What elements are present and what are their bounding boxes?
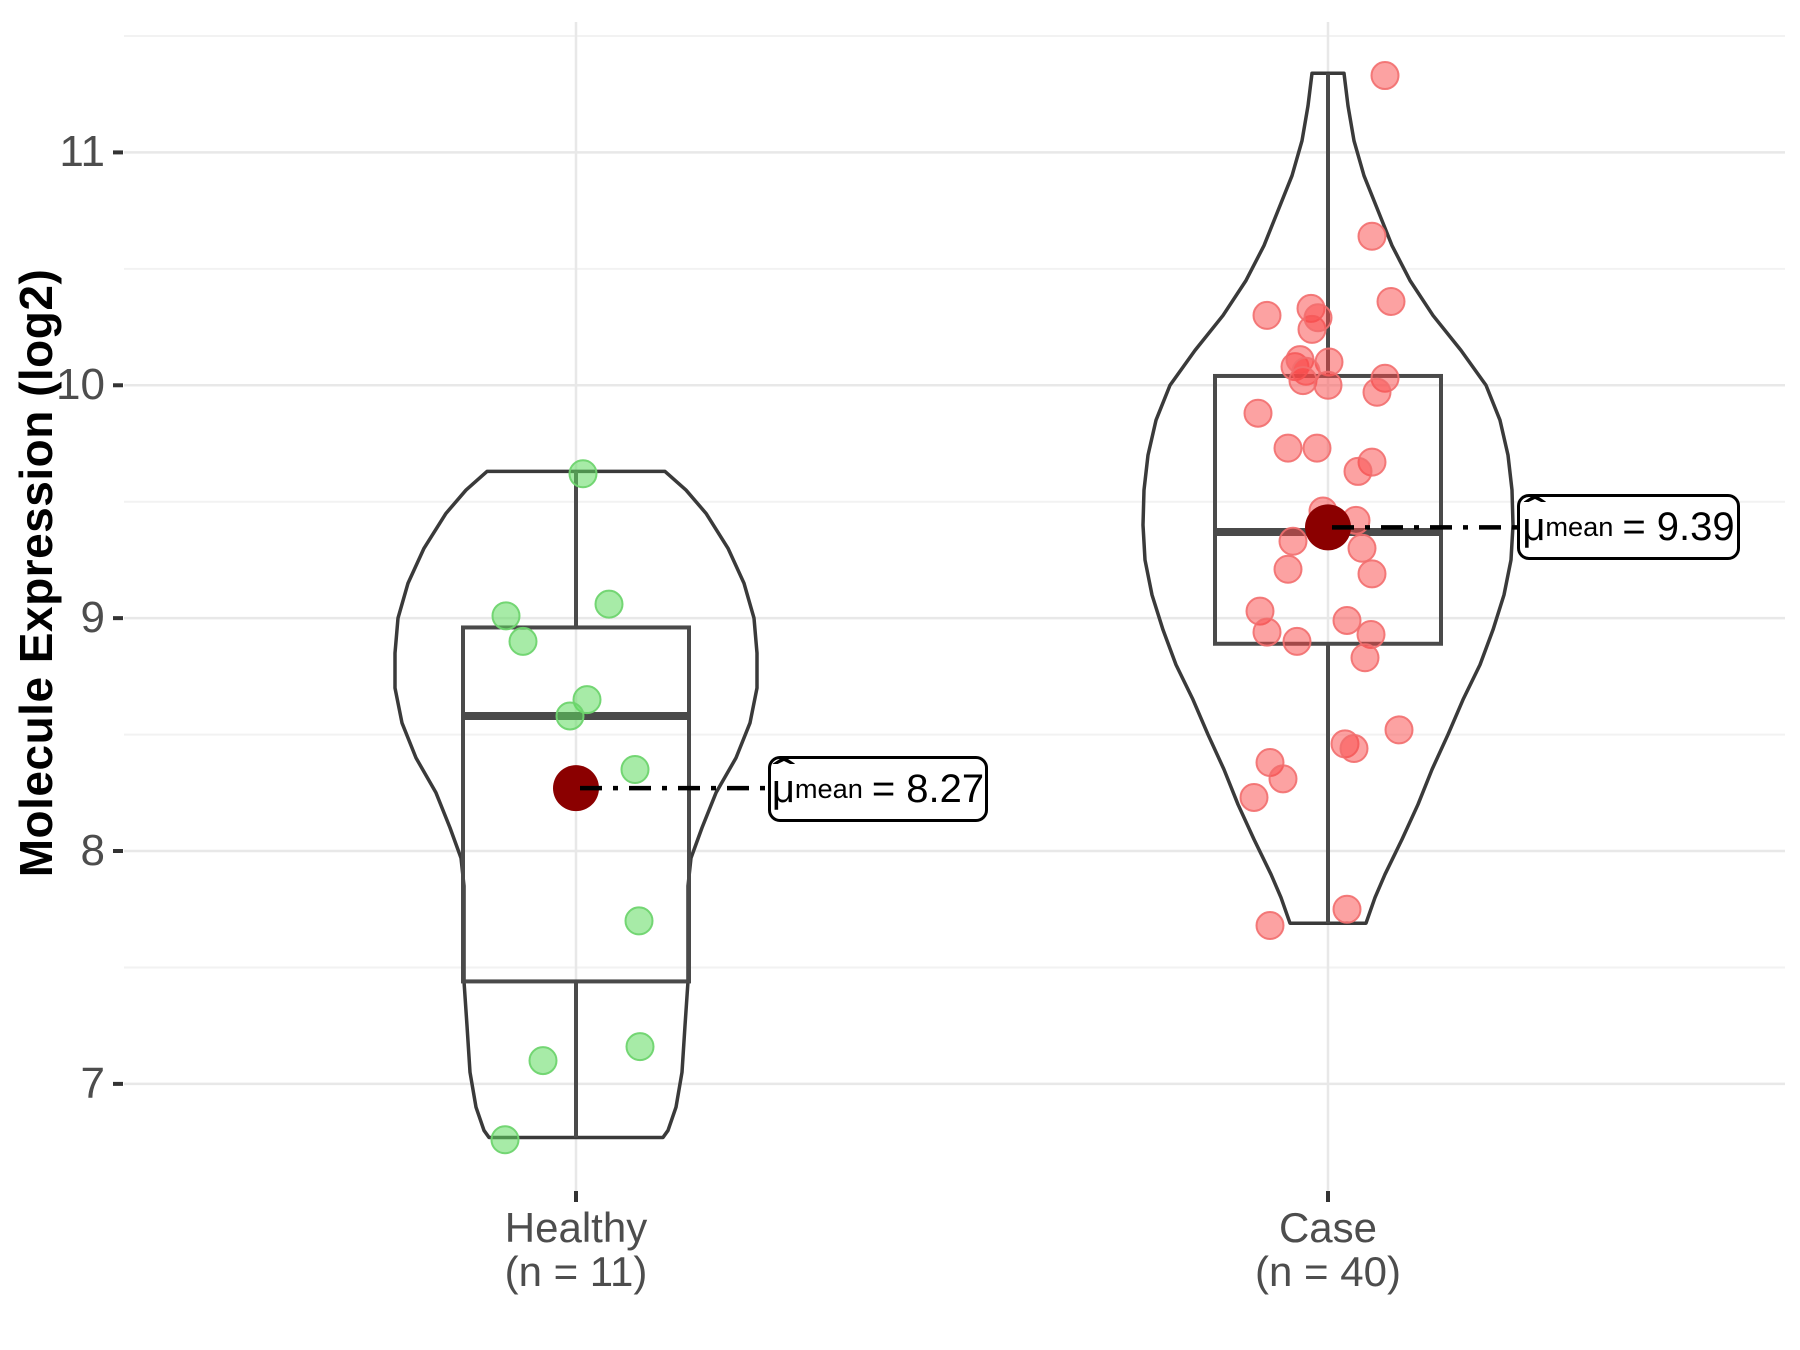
- jitter-point-case: [1303, 303, 1333, 333]
- jitter-point-case: [1252, 617, 1282, 647]
- violin-case: [1141, 71, 1515, 925]
- jitter-point-case: [1384, 715, 1414, 745]
- jitter-point-case: [1239, 782, 1269, 812]
- jitter-point-case: [1252, 300, 1282, 330]
- jitter-point-case: [1357, 221, 1387, 251]
- jitter-point-case: [1282, 626, 1312, 656]
- jitter-point-case: [1273, 554, 1303, 584]
- jitter-point-case: [1343, 456, 1373, 486]
- jitter-point-case: [1302, 433, 1332, 463]
- jitter-point-case: [1362, 377, 1392, 407]
- jitter-point-case: [1288, 366, 1318, 396]
- jitter-point-case: [1243, 398, 1273, 428]
- jitter-point-case: [1278, 526, 1308, 556]
- jitter-point-case: [1268, 764, 1298, 794]
- jitter-point-healthy: [491, 601, 521, 631]
- jitter-point-healthy: [490, 1125, 520, 1155]
- mean-dot-case: [1305, 504, 1351, 551]
- jitter-point-case: [1332, 894, 1362, 924]
- jitter-point-healthy: [620, 755, 650, 785]
- jitter-point-case: [1273, 433, 1303, 463]
- jitter-point-healthy: [568, 459, 598, 489]
- jitter-point-case: [1370, 61, 1400, 91]
- violin-healthy: [393, 469, 759, 1140]
- mean-dot-healthy: [553, 765, 599, 812]
- jitter-point-case: [1255, 911, 1285, 941]
- jitter-point-case: [1376, 286, 1406, 316]
- box-healthy: [461, 625, 691, 984]
- jitter-point-case: [1313, 370, 1343, 400]
- jitter-point-case: [1347, 533, 1377, 563]
- jitter-point-healthy: [528, 1046, 558, 1076]
- jitter-point-healthy: [625, 1032, 655, 1062]
- jitter-point-healthy: [508, 626, 538, 656]
- jitter-point-case: [1332, 605, 1362, 635]
- jitter-point-healthy: [594, 589, 624, 619]
- jitter-point-case: [1357, 559, 1387, 589]
- jitter-point-healthy: [555, 701, 585, 731]
- jitter-point-case: [1339, 734, 1369, 764]
- jitter-point-healthy: [624, 906, 654, 936]
- jitter-point-case: [1350, 643, 1380, 673]
